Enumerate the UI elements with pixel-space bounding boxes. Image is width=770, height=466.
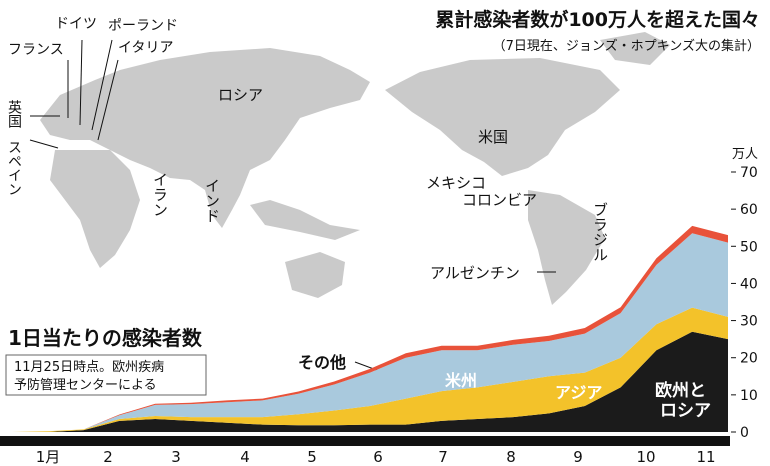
landmass-eurasia: [40, 48, 370, 228]
landmass-greenland: [600, 32, 670, 65]
x-tick-label: 5: [307, 448, 317, 466]
x-axis-band: [0, 436, 730, 446]
series-area-3: [12, 225, 728, 432]
x-tick-label: 8: [506, 448, 516, 466]
y-tick-label: 20: [740, 351, 758, 367]
series-area-2: [12, 233, 728, 432]
country-label-brazil: ブラジル: [591, 202, 609, 262]
series-label-asia: アジア: [555, 383, 602, 402]
y-tick-label: 10: [740, 388, 758, 404]
country-label-iran: イラン: [151, 172, 169, 217]
y-tick-label: 40: [740, 276, 758, 292]
y-tick-label: 50: [740, 239, 758, 255]
world-map: [40, 32, 670, 305]
landmass-africa: [50, 150, 140, 268]
x-tick-label: 11: [696, 448, 715, 466]
x-tick-label: 4: [240, 448, 250, 466]
note-box: [5, 354, 207, 396]
x-tick-label: 7: [438, 448, 448, 466]
series-label-other: その他: [298, 353, 346, 372]
series-label-europe-russia-line-1: 欧州と: [655, 380, 706, 401]
x-tick-label: 2: [103, 448, 113, 466]
y-tick-label: 0: [740, 425, 749, 441]
map-title: 累計感染者数が100万人を超えた国々: [435, 8, 760, 31]
country-label-france: フランス: [8, 42, 64, 58]
country-label-usa: 米国: [478, 128, 508, 146]
x-tick-label: 1月: [36, 448, 61, 466]
chart-note-line-1: 11月25日時点。欧州疾病: [14, 360, 164, 375]
series-area-0: [12, 331, 728, 432]
chart-title: 1日当たりの感染者数: [8, 326, 203, 350]
y-tick-label: 30: [740, 314, 758, 330]
leader-lines: [29, 39, 556, 373]
x-tick-label: 10: [636, 448, 655, 466]
series-label-americas: 米州: [445, 371, 477, 390]
x-tick-label: 6: [373, 448, 383, 466]
country-label-india: インド: [203, 178, 221, 223]
y-tick-label: 60: [740, 202, 758, 218]
country-label-spain: スペイン: [6, 140, 22, 196]
country-label-uk: 英国: [6, 99, 22, 128]
x-tick-label: 9: [573, 448, 583, 466]
country-label-germany: ドイツ: [55, 16, 97, 32]
country-label-argentina: アルゼンチン: [430, 264, 520, 282]
chart-note-line-2: 予防管理センターによる: [14, 377, 157, 393]
country-label-italy: イタリア: [118, 40, 173, 56]
series-label-europe-russia-line-2: ロシア: [660, 401, 711, 421]
country-label-poland: ポーランド: [108, 18, 178, 34]
landmass-se-asia: [250, 200, 360, 240]
country-label-colombia: コロンビア: [462, 191, 537, 209]
x-tick-label: 3: [171, 448, 181, 466]
country-label-russia: ロシア: [218, 86, 263, 104]
y-axis-unit: 万人: [732, 147, 758, 162]
landmass-south-america: [528, 190, 605, 305]
y-tick-label: 70: [740, 165, 758, 181]
series-area-1: [12, 307, 728, 432]
landmass-north-america: [385, 58, 620, 176]
country-label-mexico: メキシコ: [426, 174, 486, 192]
map-subtitle: （7日現在、ジョンズ・ホプキンズ大の集計）: [493, 38, 760, 54]
landmass-australia: [285, 252, 345, 298]
